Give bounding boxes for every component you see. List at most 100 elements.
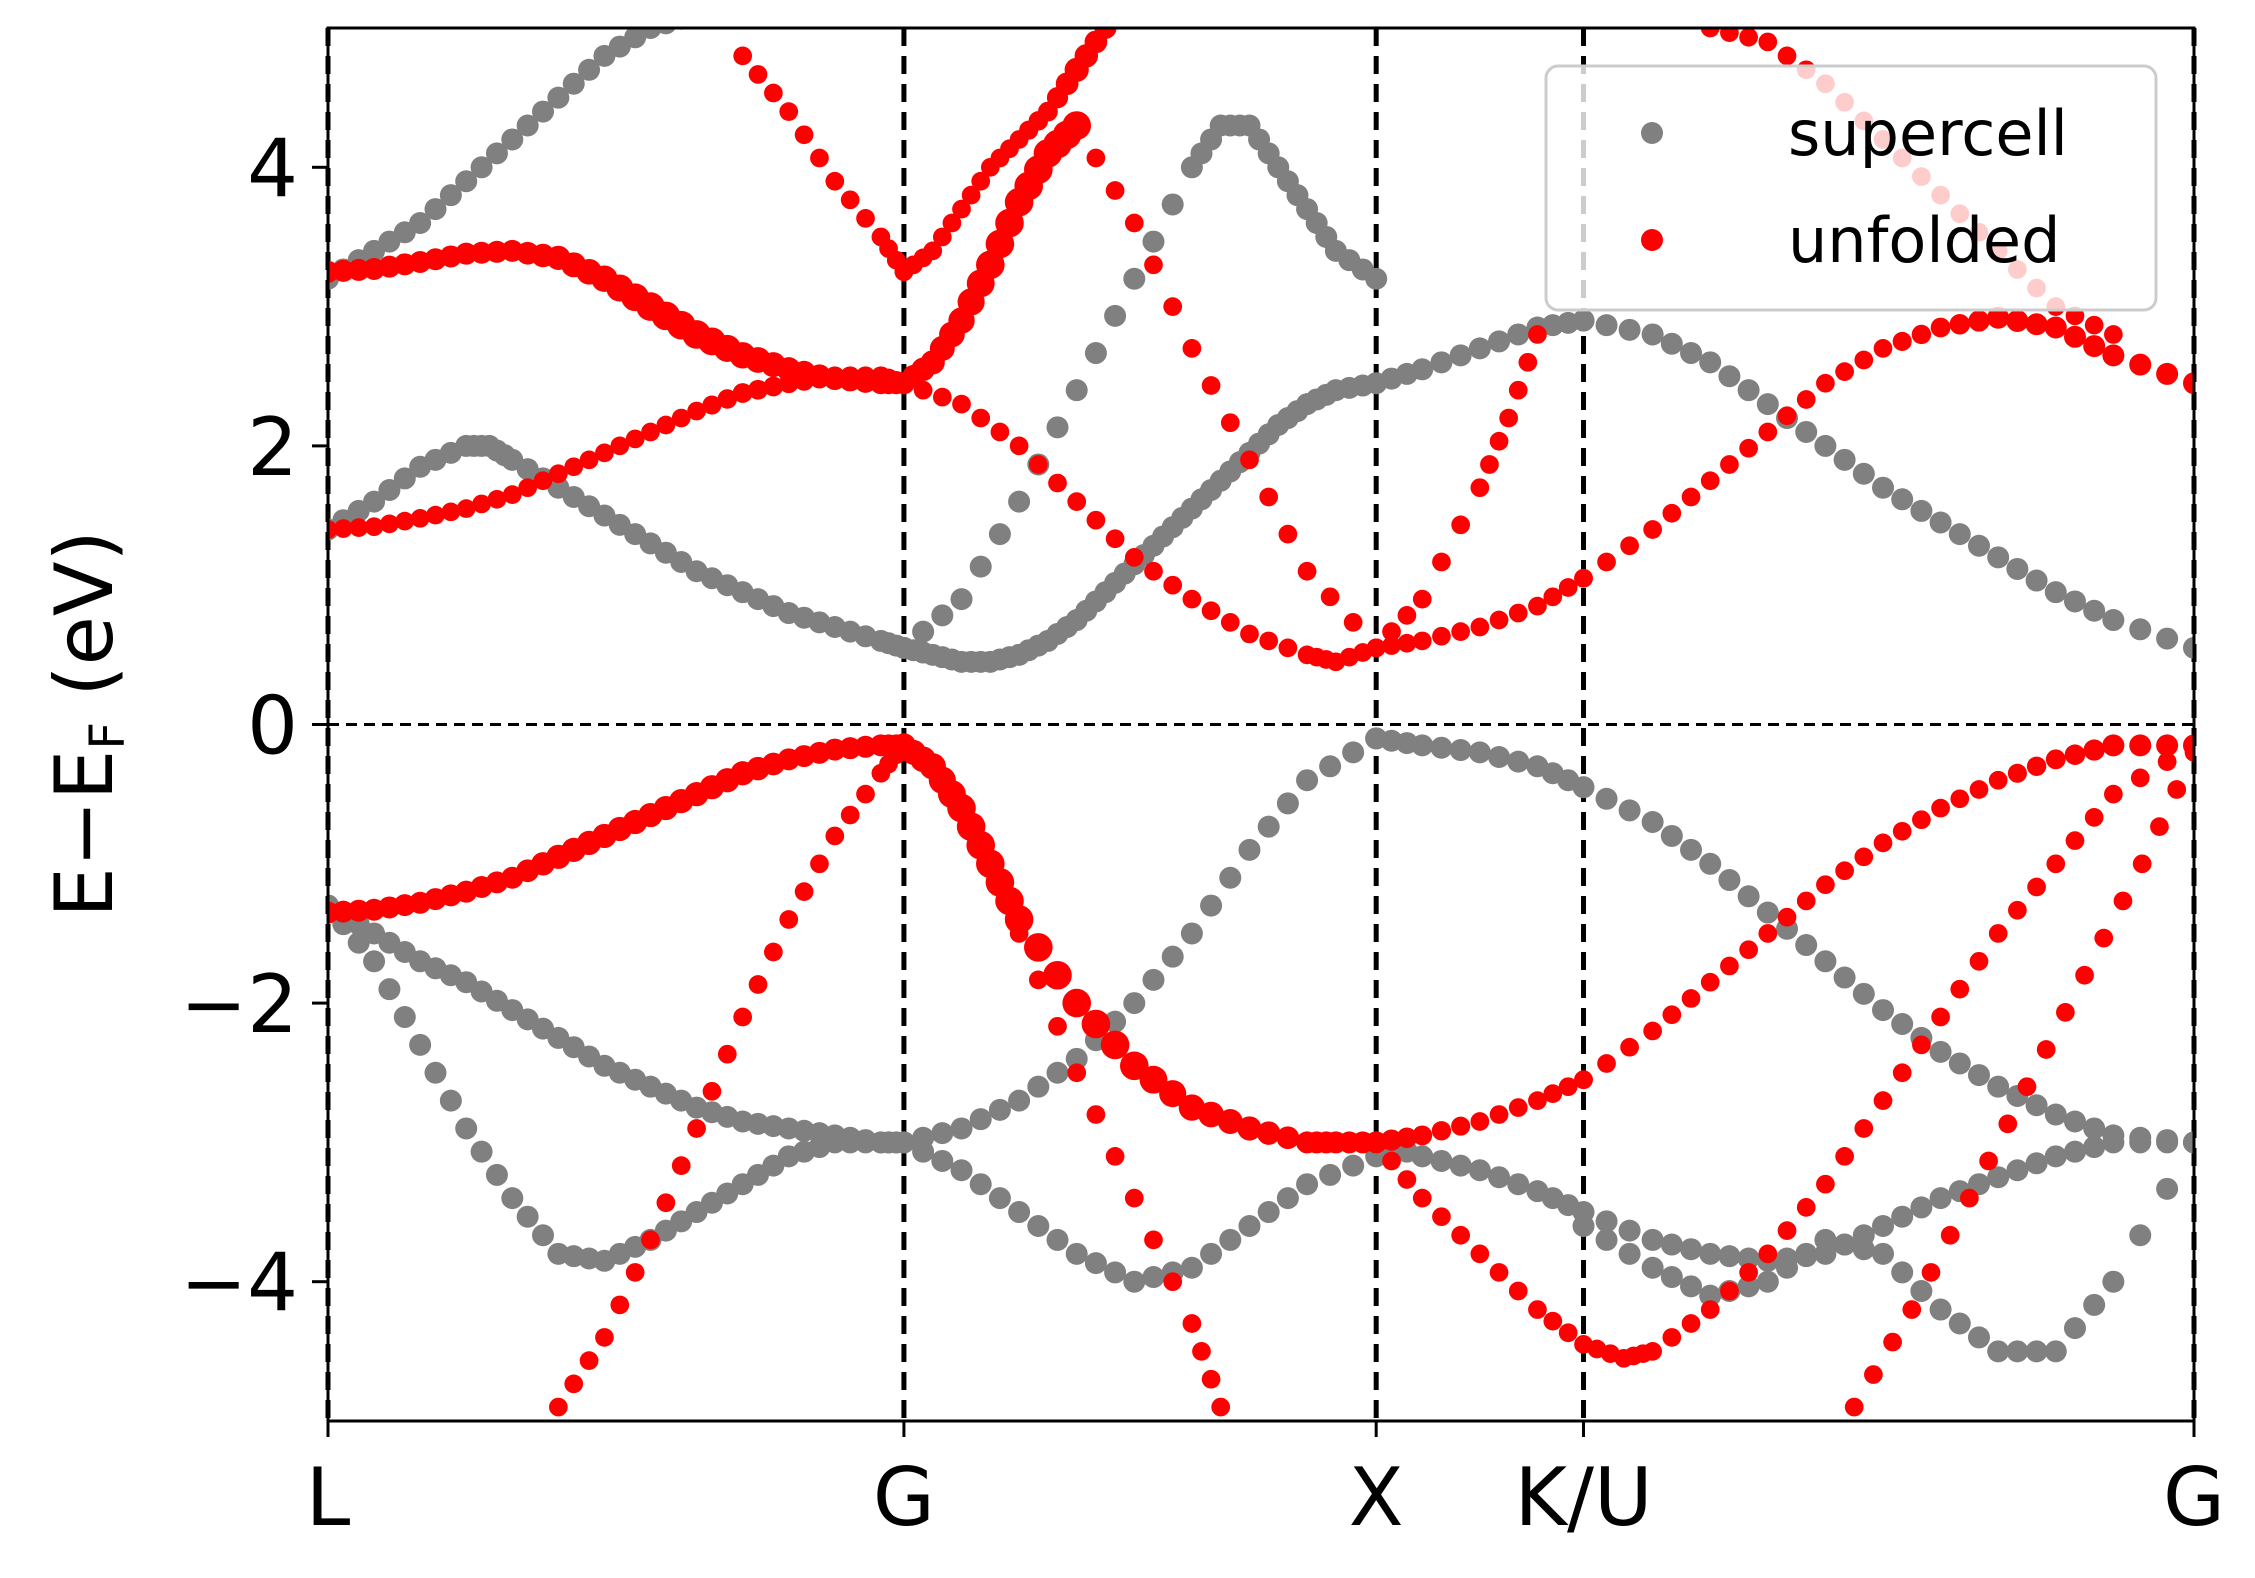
point-unfolded-13-2-2: [1508, 1281, 1528, 1301]
point-unfolded-13-7-0: [1700, 1300, 1720, 1319]
point-supercell-5-4-1: [516, 1205, 539, 1228]
point-unfolded-11-3-1: [702, 1081, 722, 1101]
point-unfolded-10-0-1: [1597, 1054, 1616, 1073]
point-supercell-0-23-2: [1507, 3, 1529, 25]
point-supercell-7-13-1: [2129, 1131, 2152, 1154]
point-unfolded-14-4-2: [2113, 891, 2133, 911]
point-supercell-7-9-0: [1872, 1214, 1894, 1237]
point-supercell-3-end: [1365, 267, 1388, 290]
point-supercell-1-1-2: [393, 467, 416, 490]
point-unfolded-14-0-2: [1883, 1332, 1902, 1352]
point-unfolded-2-11-2: [1508, 603, 1528, 623]
point-supercell-2-0-2: [1618, 318, 1641, 341]
point-supercell-0-15-0: [1008, 3, 1030, 25]
point-supercell-1-31-1: [1430, 351, 1453, 374]
point-unfolded-3-8-0: [2044, 316, 2067, 339]
point-unfolded-9-7-1: [1198, 1101, 1224, 1128]
point-unfolded-3-6-1: [1949, 313, 1971, 335]
point-supercell-6-4-0: [1572, 776, 1595, 799]
point-unfolded-1-3-2: [487, 489, 507, 509]
point-supercell-2-4-0: [1814, 434, 1837, 457]
point-supercell-7-5-1: [1660, 1233, 1683, 1256]
point-unfolded-9-4-1: [1024, 933, 1053, 962]
point-unfolded-11-2-1: [656, 1193, 676, 1213]
point-supercell-0-5-1: [562, 72, 585, 95]
point-unfolded-2-12-2: [1558, 578, 1578, 597]
point-unfolded-3-2-1: [1720, 455, 1739, 474]
point-unfolded-13-6-1: [1662, 1328, 1682, 1347]
point-supercell-2-5-2: [1910, 499, 1933, 522]
point-unfolded-6-2-2: [856, 209, 875, 228]
point-unfolded-14-1-0: [1902, 1300, 1922, 1319]
point-supercell-2-7-0: [1987, 546, 2010, 569]
point-supercell-1-32-1: [1488, 330, 1511, 353]
point-supercell-4-18-0: [1180, 922, 1203, 945]
point-unfolded-10-2-0: [1700, 972, 1720, 992]
point-unfolded-13-0-0: [1366, 1133, 1386, 1152]
point-supercell-5-4-0: [501, 1187, 524, 1210]
point-unfolded-3-end: [2183, 372, 2194, 395]
point-supercell-6-2-1: [1488, 746, 1511, 769]
point-supercell-2-5-1: [1891, 488, 1914, 511]
point-unfolded-3-4-0: [1816, 373, 1835, 393]
point-unfolded-13-2-0: [1470, 1244, 1490, 1264]
data-points: [328, 3, 2205, 1417]
point-supercell-4-18-1: [1200, 894, 1223, 917]
point-supercell-8-end: [2183, 1131, 2194, 1154]
point-supercell-0-27-2: [1738, 3, 1760, 25]
point-supercell-0-29-1: [1834, 3, 1856, 25]
point-unfolded-1-1-0: [364, 517, 384, 537]
point-unfolded-1-3-1: [472, 494, 491, 514]
point-supercell-0-22-1: [1430, 3, 1452, 25]
point-supercell-0-end: [2183, 3, 2205, 25]
point-supercell-4-17-2: [1161, 945, 1184, 968]
point-supercell-5-4-2: [532, 1224, 555, 1247]
point-unfolded-3-7-0: [1987, 306, 2010, 329]
point-supercell-0-30-1: [1891, 3, 1913, 25]
point-unfolded-13-12-0: [1988, 924, 2008, 943]
point-supercell-0-13-0: [893, 3, 915, 25]
point-unfolded-7-2-0: [1182, 339, 1202, 358]
point-unfolded-16-0-0: [1700, 28, 1720, 38]
point-supercell-7-6-0: [1699, 1242, 1722, 1265]
point-unfolded-12-end: [1211, 1397, 1231, 1417]
point-unfolded-7-1-2: [1163, 297, 1183, 316]
point-unfolded-15-end: [1528, 325, 1547, 344]
point-unfolded-13-6-0: [1643, 1342, 1662, 1361]
point-unfolded-1-11-1: [840, 366, 861, 387]
point-supercell-0-10-1: [793, 3, 815, 25]
point-supercell-2-1-1: [1660, 332, 1683, 355]
point-unfolded-11-5-0: [779, 910, 799, 929]
point-unfolded-13-9-0: [1816, 1174, 1835, 1194]
point-supercell-4-20-0: [1296, 769, 1319, 792]
point-supercell-7-2-2: [1507, 1173, 1530, 1196]
point-unfolded-12-0-2: [1048, 1016, 1067, 1036]
point-unfolded-10-6-0: [1931, 798, 1950, 818]
point-unfolded-13-13-0: [2046, 854, 2066, 874]
point-unfolded-2-3-2: [1105, 529, 1125, 549]
point-unfolded-13-10-2: [1912, 1035, 1931, 1055]
point-supercell-5-11-2: [854, 1131, 877, 1154]
point-unfolded-13-14-2: [2157, 752, 2177, 771]
point-supercell-0-11-2: [855, 3, 877, 25]
point-supercell-5-2-2: [439, 1089, 462, 1112]
point-unfolded-10-8-2: [2083, 739, 2105, 761]
point-supercell-8-8-1: [2063, 1317, 2086, 1340]
point-supercell-0-34-0: [2102, 3, 2124, 25]
point-unfolded-14-5-0: [2132, 854, 2152, 874]
point-unfolded-5-end: [1094, 28, 1117, 39]
point-supercell-2-1-0: [1641, 323, 1664, 346]
point-unfolded-10-6-1: [1950, 789, 1970, 809]
point-unfolded-1-0-1: [334, 519, 353, 538]
point-supercell-5-11-0: [823, 1131, 846, 1154]
point-unfolded-12-3-2: [1201, 1369, 1221, 1389]
point-unfolded-1-2-1: [426, 505, 445, 525]
point-supercell-0-26-2: [1680, 3, 1702, 25]
point-supercell-6-5-0: [1641, 811, 1664, 834]
point-unfolded-14-4-1: [2094, 928, 2114, 948]
point-unfolded-2-3-0: [1067, 492, 1087, 511]
point-unfolded-10-3-2: [1796, 891, 1816, 911]
point-unfolded-15-3-0: [1499, 408, 1518, 428]
point-unfolded-12-1-1: [1086, 1105, 1106, 1124]
point-supercell-8-5-2: [1910, 1279, 1933, 1302]
